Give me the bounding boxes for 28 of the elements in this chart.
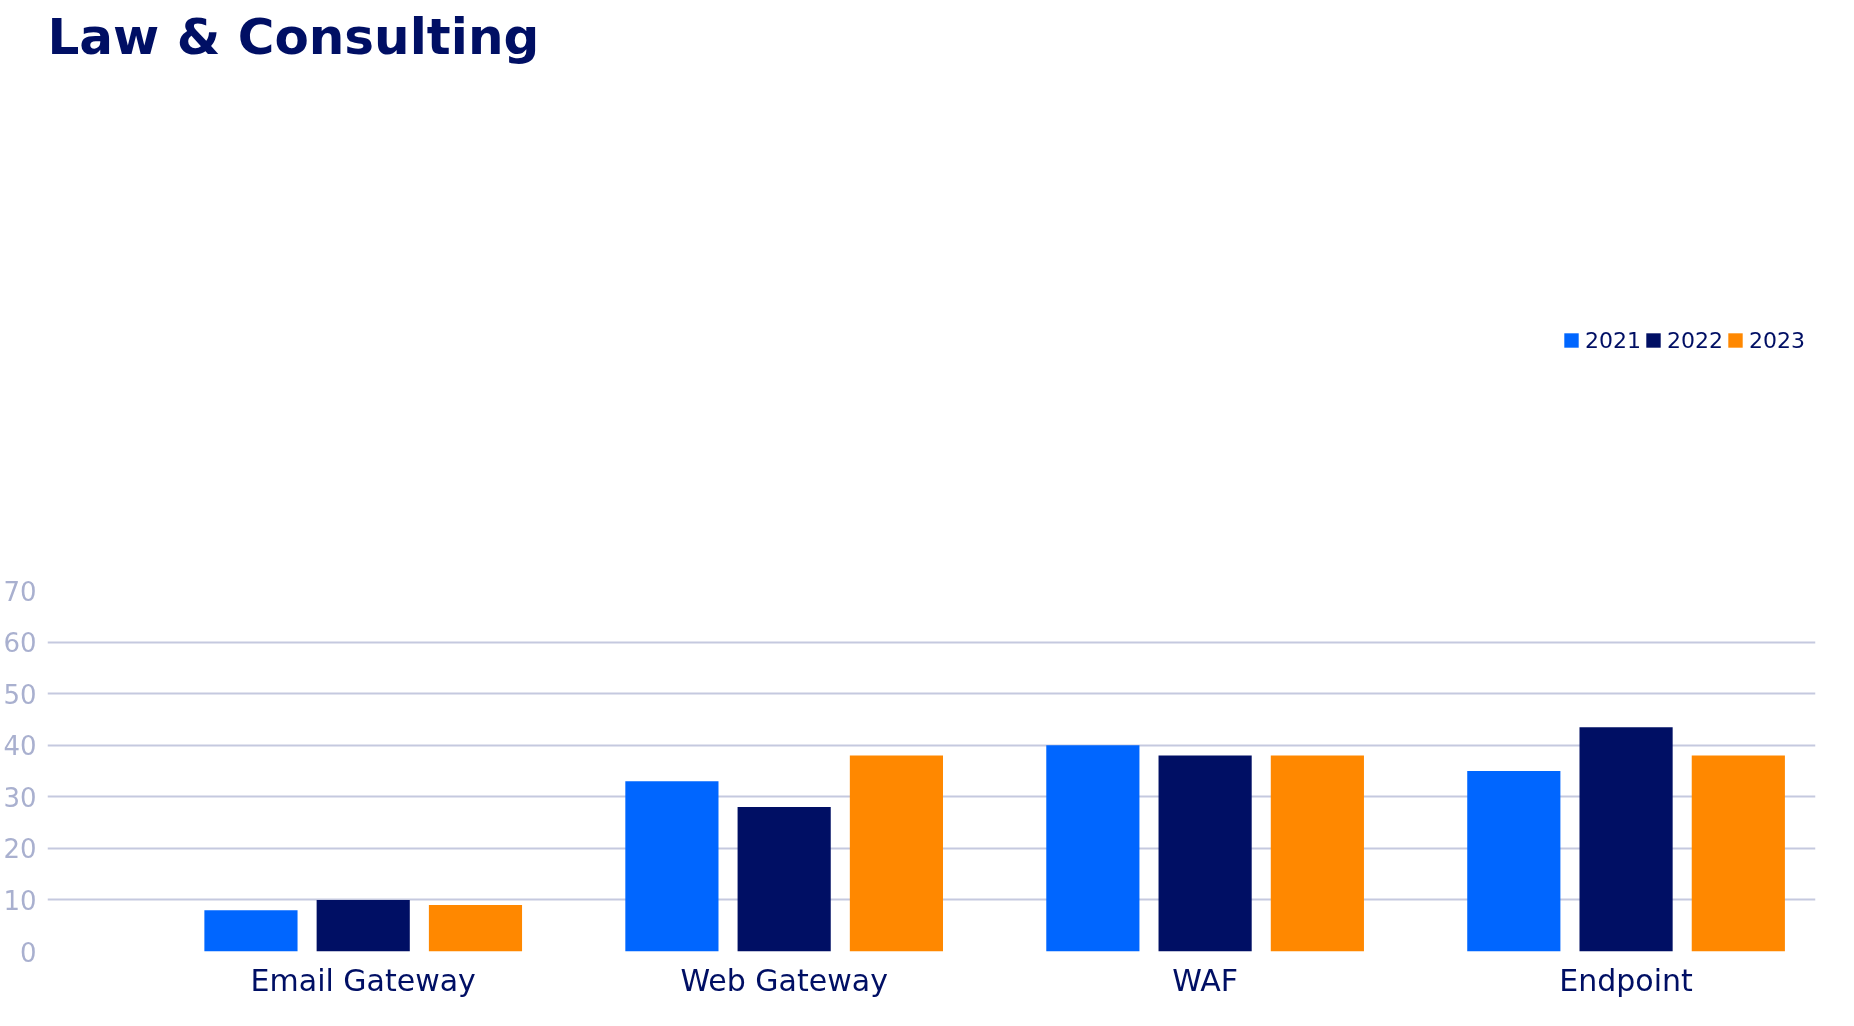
y-tick-label: 20: [3, 834, 37, 865]
bar: [1046, 745, 1140, 952]
legend-label: 2023: [1749, 327, 1805, 353]
bar: [737, 807, 831, 952]
chart-title: Law & Consulting: [47, 7, 540, 66]
bar: [428, 905, 523, 952]
y-tick-label: 0: [19, 937, 37, 968]
bar: [1158, 755, 1252, 952]
y-tick-label: 60: [3, 628, 37, 659]
x-tick-label: WAF: [1172, 962, 1239, 998]
y-tick-label: 10: [3, 885, 37, 916]
bar: [1270, 755, 1364, 952]
y-tick-label: 70: [3, 576, 37, 607]
bar: [316, 899, 410, 952]
x-tick-label: Web Gateway: [680, 962, 888, 998]
y-tick-label: 50: [3, 679, 37, 710]
bar: [625, 781, 719, 952]
bar: [204, 910, 298, 952]
legend-label: 2022: [1667, 327, 1723, 353]
y-tick-label: 30: [3, 782, 37, 813]
legend-label: 2021: [1585, 327, 1641, 353]
bar: [1691, 755, 1785, 952]
y-tick-label: 40: [3, 731, 37, 762]
bar: [849, 755, 944, 952]
x-tick-label: Email Gateway: [250, 962, 476, 998]
bar: [1467, 771, 1561, 952]
bar: [1579, 727, 1673, 952]
x-tick-label: Endpoint: [1559, 962, 1694, 998]
